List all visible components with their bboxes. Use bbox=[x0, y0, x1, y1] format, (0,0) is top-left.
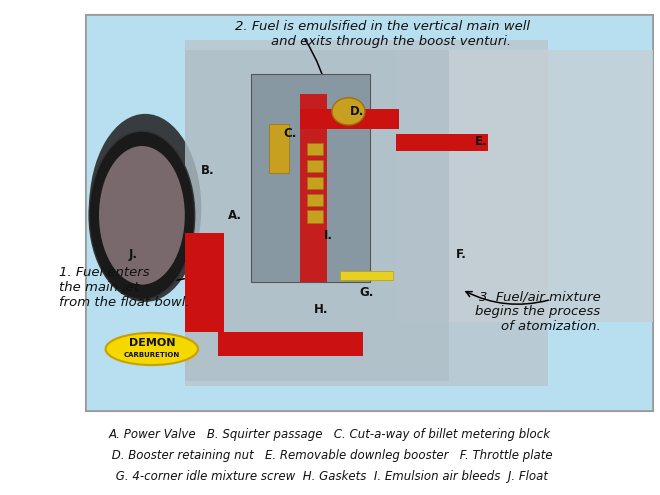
Text: 2. Fuel is emulsified in the vertical main well
    and exits through the boost : 2. Fuel is emulsified in the vertical ma… bbox=[236, 20, 530, 48]
Text: F.: F. bbox=[455, 248, 466, 261]
Text: 3. Fuel/air mixture
begins the process
of atomization.: 3. Fuel/air mixture begins the process o… bbox=[475, 291, 601, 333]
FancyBboxPatch shape bbox=[396, 50, 653, 322]
Text: H.: H. bbox=[314, 303, 328, 316]
FancyBboxPatch shape bbox=[185, 40, 548, 386]
FancyBboxPatch shape bbox=[340, 271, 393, 280]
Text: G.: G. bbox=[360, 286, 374, 298]
Text: J.: J. bbox=[129, 248, 138, 261]
FancyBboxPatch shape bbox=[251, 74, 370, 282]
Text: G. 4-corner idle mixture screw  H. Gaskets  I. Emulsion air bleeds  J. Float: G. 4-corner idle mixture screw H. Gasket… bbox=[112, 470, 548, 483]
FancyBboxPatch shape bbox=[218, 332, 363, 356]
FancyBboxPatch shape bbox=[300, 94, 327, 282]
Text: E.: E. bbox=[475, 135, 488, 148]
Text: 1. Fuel enters
the main jet
from the float bowl.: 1. Fuel enters the main jet from the flo… bbox=[59, 266, 190, 308]
Text: D.: D. bbox=[350, 105, 364, 118]
FancyBboxPatch shape bbox=[300, 109, 399, 129]
Text: I.: I. bbox=[323, 229, 333, 242]
FancyBboxPatch shape bbox=[86, 15, 653, 411]
Ellipse shape bbox=[332, 98, 365, 125]
FancyBboxPatch shape bbox=[396, 134, 488, 151]
Text: A.: A. bbox=[228, 209, 242, 222]
FancyBboxPatch shape bbox=[269, 124, 289, 173]
Text: D. Booster retaining nut   E. Removable downleg booster   F. Throttle plate: D. Booster retaining nut E. Removable do… bbox=[108, 449, 552, 462]
FancyBboxPatch shape bbox=[307, 194, 323, 206]
FancyBboxPatch shape bbox=[307, 177, 323, 189]
Ellipse shape bbox=[89, 114, 201, 302]
Ellipse shape bbox=[99, 146, 185, 285]
Ellipse shape bbox=[106, 333, 198, 365]
FancyBboxPatch shape bbox=[86, 15, 653, 411]
FancyBboxPatch shape bbox=[307, 160, 323, 172]
FancyBboxPatch shape bbox=[185, 233, 224, 332]
Text: DEMON: DEMON bbox=[129, 338, 175, 348]
FancyBboxPatch shape bbox=[307, 143, 323, 155]
Text: C.: C. bbox=[284, 127, 297, 140]
FancyBboxPatch shape bbox=[185, 50, 449, 381]
Text: A. Power Valve   B. Squirter passage   C. Cut-a-way of billet metering block: A. Power Valve B. Squirter passage C. Cu… bbox=[109, 428, 551, 441]
Ellipse shape bbox=[89, 131, 195, 299]
Text: CARBURETION: CARBURETION bbox=[123, 352, 180, 358]
Text: B.: B. bbox=[201, 164, 215, 177]
FancyBboxPatch shape bbox=[307, 210, 323, 223]
